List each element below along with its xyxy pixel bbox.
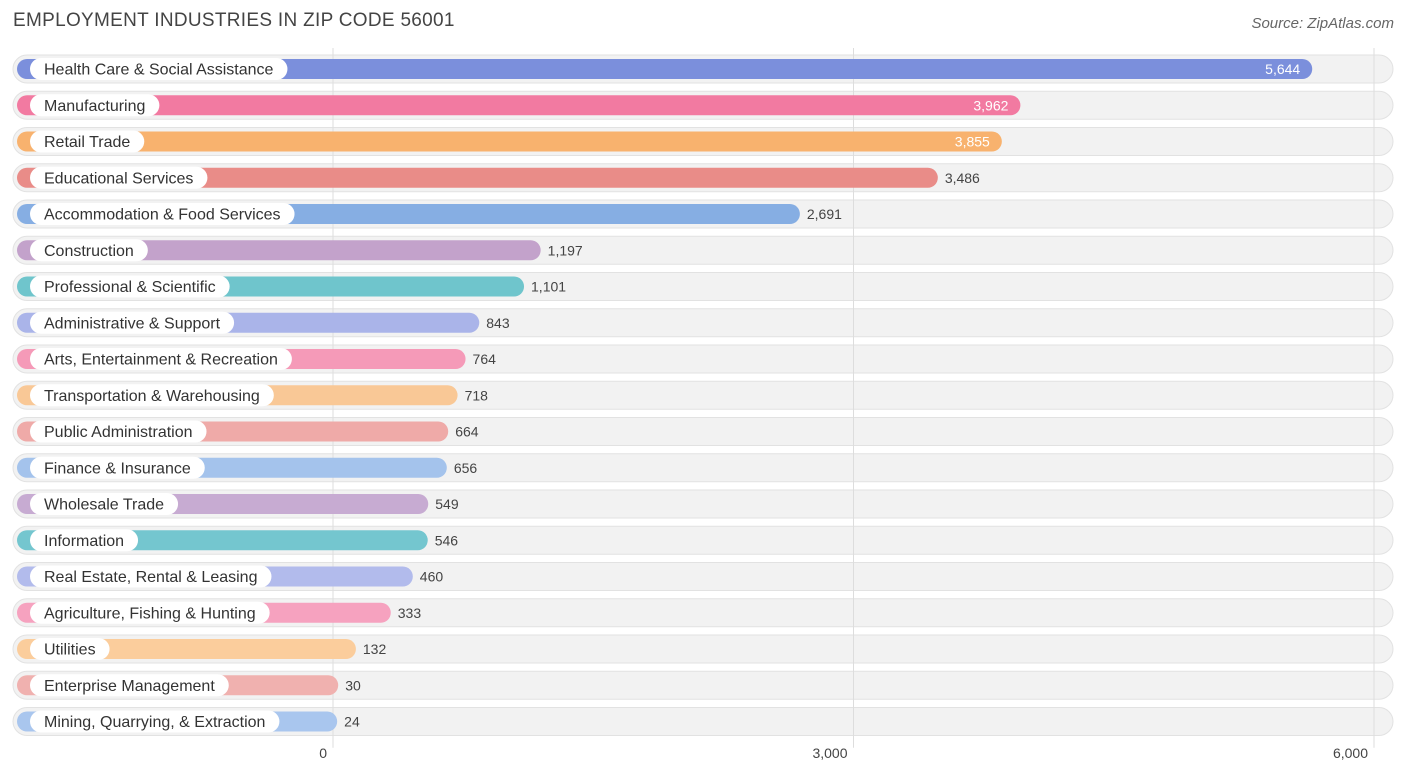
bar-value-label: 549 [435, 496, 459, 512]
row-background [12, 707, 1394, 736]
bar-category-label: Accommodation & Food Services [44, 207, 281, 224]
bar-label-pill [30, 239, 148, 262]
bar-category-label: Utilities [44, 642, 96, 659]
bar-category-label: Construction [44, 243, 134, 260]
bar-value-label: 664 [455, 424, 479, 440]
bar-value-label: 718 [465, 387, 489, 403]
bar-value-label: 3,855 [955, 134, 990, 150]
bar-category-label: Information [44, 533, 124, 550]
x-tick-label: 0 [319, 745, 327, 761]
bar-value-label: 460 [420, 569, 444, 585]
bar [17, 167, 938, 188]
bar-label-pill [30, 565, 272, 588]
bar-label-pill [30, 384, 274, 407]
bar-category-label: Educational Services [44, 170, 193, 187]
bar-value-label: 1,101 [531, 279, 566, 295]
bar-category-label: Arts, Entertainment & Recreation [44, 352, 278, 369]
bar-value-label: 5,644 [1265, 61, 1300, 77]
bar-category-label: Professional & Scientific [44, 279, 216, 296]
bar-label-pill [30, 130, 145, 153]
bar-value-label: 764 [473, 351, 497, 367]
bar-category-label: Enterprise Management [44, 678, 215, 695]
bar-category-label: Real Estate, Rental & Leasing [44, 569, 257, 586]
bar-category-label: Wholesale Trade [44, 497, 164, 514]
bar-value-label: 30 [345, 677, 361, 693]
bar-category-label: Manufacturing [44, 98, 145, 115]
bar-value-label: 24 [344, 714, 360, 730]
bar-label-pill [30, 420, 207, 443]
bar-label-pill [30, 58, 288, 80]
bar-category-label: Health Care & Social Assistance [44, 62, 274, 79]
bar-category-label: Transportation & Warehousing [44, 388, 260, 405]
bar-value-label: 333 [398, 605, 422, 621]
x-tick-label: 3,000 [812, 745, 847, 761]
bar-value-label: 3,486 [945, 170, 980, 186]
bar-label-pill [30, 493, 179, 515]
bar-value-label: 546 [435, 532, 459, 548]
bar-label-pill [30, 203, 295, 225]
bar-category-label: Retail Trade [44, 134, 130, 151]
bar-label-pill [30, 710, 280, 733]
bar-label-pill [30, 638, 110, 660]
bar-label-pill [30, 348, 292, 370]
bar-category-label: Mining, Quarrying, & Extraction [44, 714, 265, 731]
bar-value-label: 843 [486, 315, 510, 331]
bar-value-label: 1,197 [548, 242, 583, 258]
x-tick-label: 6,000 [1333, 745, 1368, 761]
bar-category-label: Finance & Insurance [44, 460, 191, 477]
bar-value-label: 3,962 [973, 97, 1008, 113]
row-background [12, 670, 1394, 700]
bar [17, 240, 541, 261]
bar [17, 59, 1313, 79]
chart-title: EMPLOYMENT INDUSTRIES IN ZIP CODE 56001 [13, 10, 455, 31]
bar-category-label: Administrative & Support [44, 315, 221, 332]
bar-label-pill [30, 601, 270, 624]
bar-label-pill [30, 275, 230, 298]
bar-label-pill [30, 529, 139, 552]
bar-label-pill [30, 674, 229, 697]
bar-category-label: Public Administration [44, 424, 193, 441]
bar-category-label: Agriculture, Fishing & Hunting [44, 605, 256, 622]
chart-source: Source: ZipAtlas.com [1251, 15, 1394, 32]
bar-value-label: 132 [363, 641, 387, 657]
bar [17, 95, 1021, 116]
bar-label-pill [30, 311, 235, 334]
bar [17, 131, 1002, 152]
bar-value-label: 656 [454, 460, 478, 476]
bar-value-label: 2,691 [807, 206, 842, 222]
row-background [12, 634, 1394, 664]
bar-label-pill [30, 94, 160, 117]
bar-label-pill [30, 456, 205, 479]
bar-label-pill [30, 166, 208, 189]
